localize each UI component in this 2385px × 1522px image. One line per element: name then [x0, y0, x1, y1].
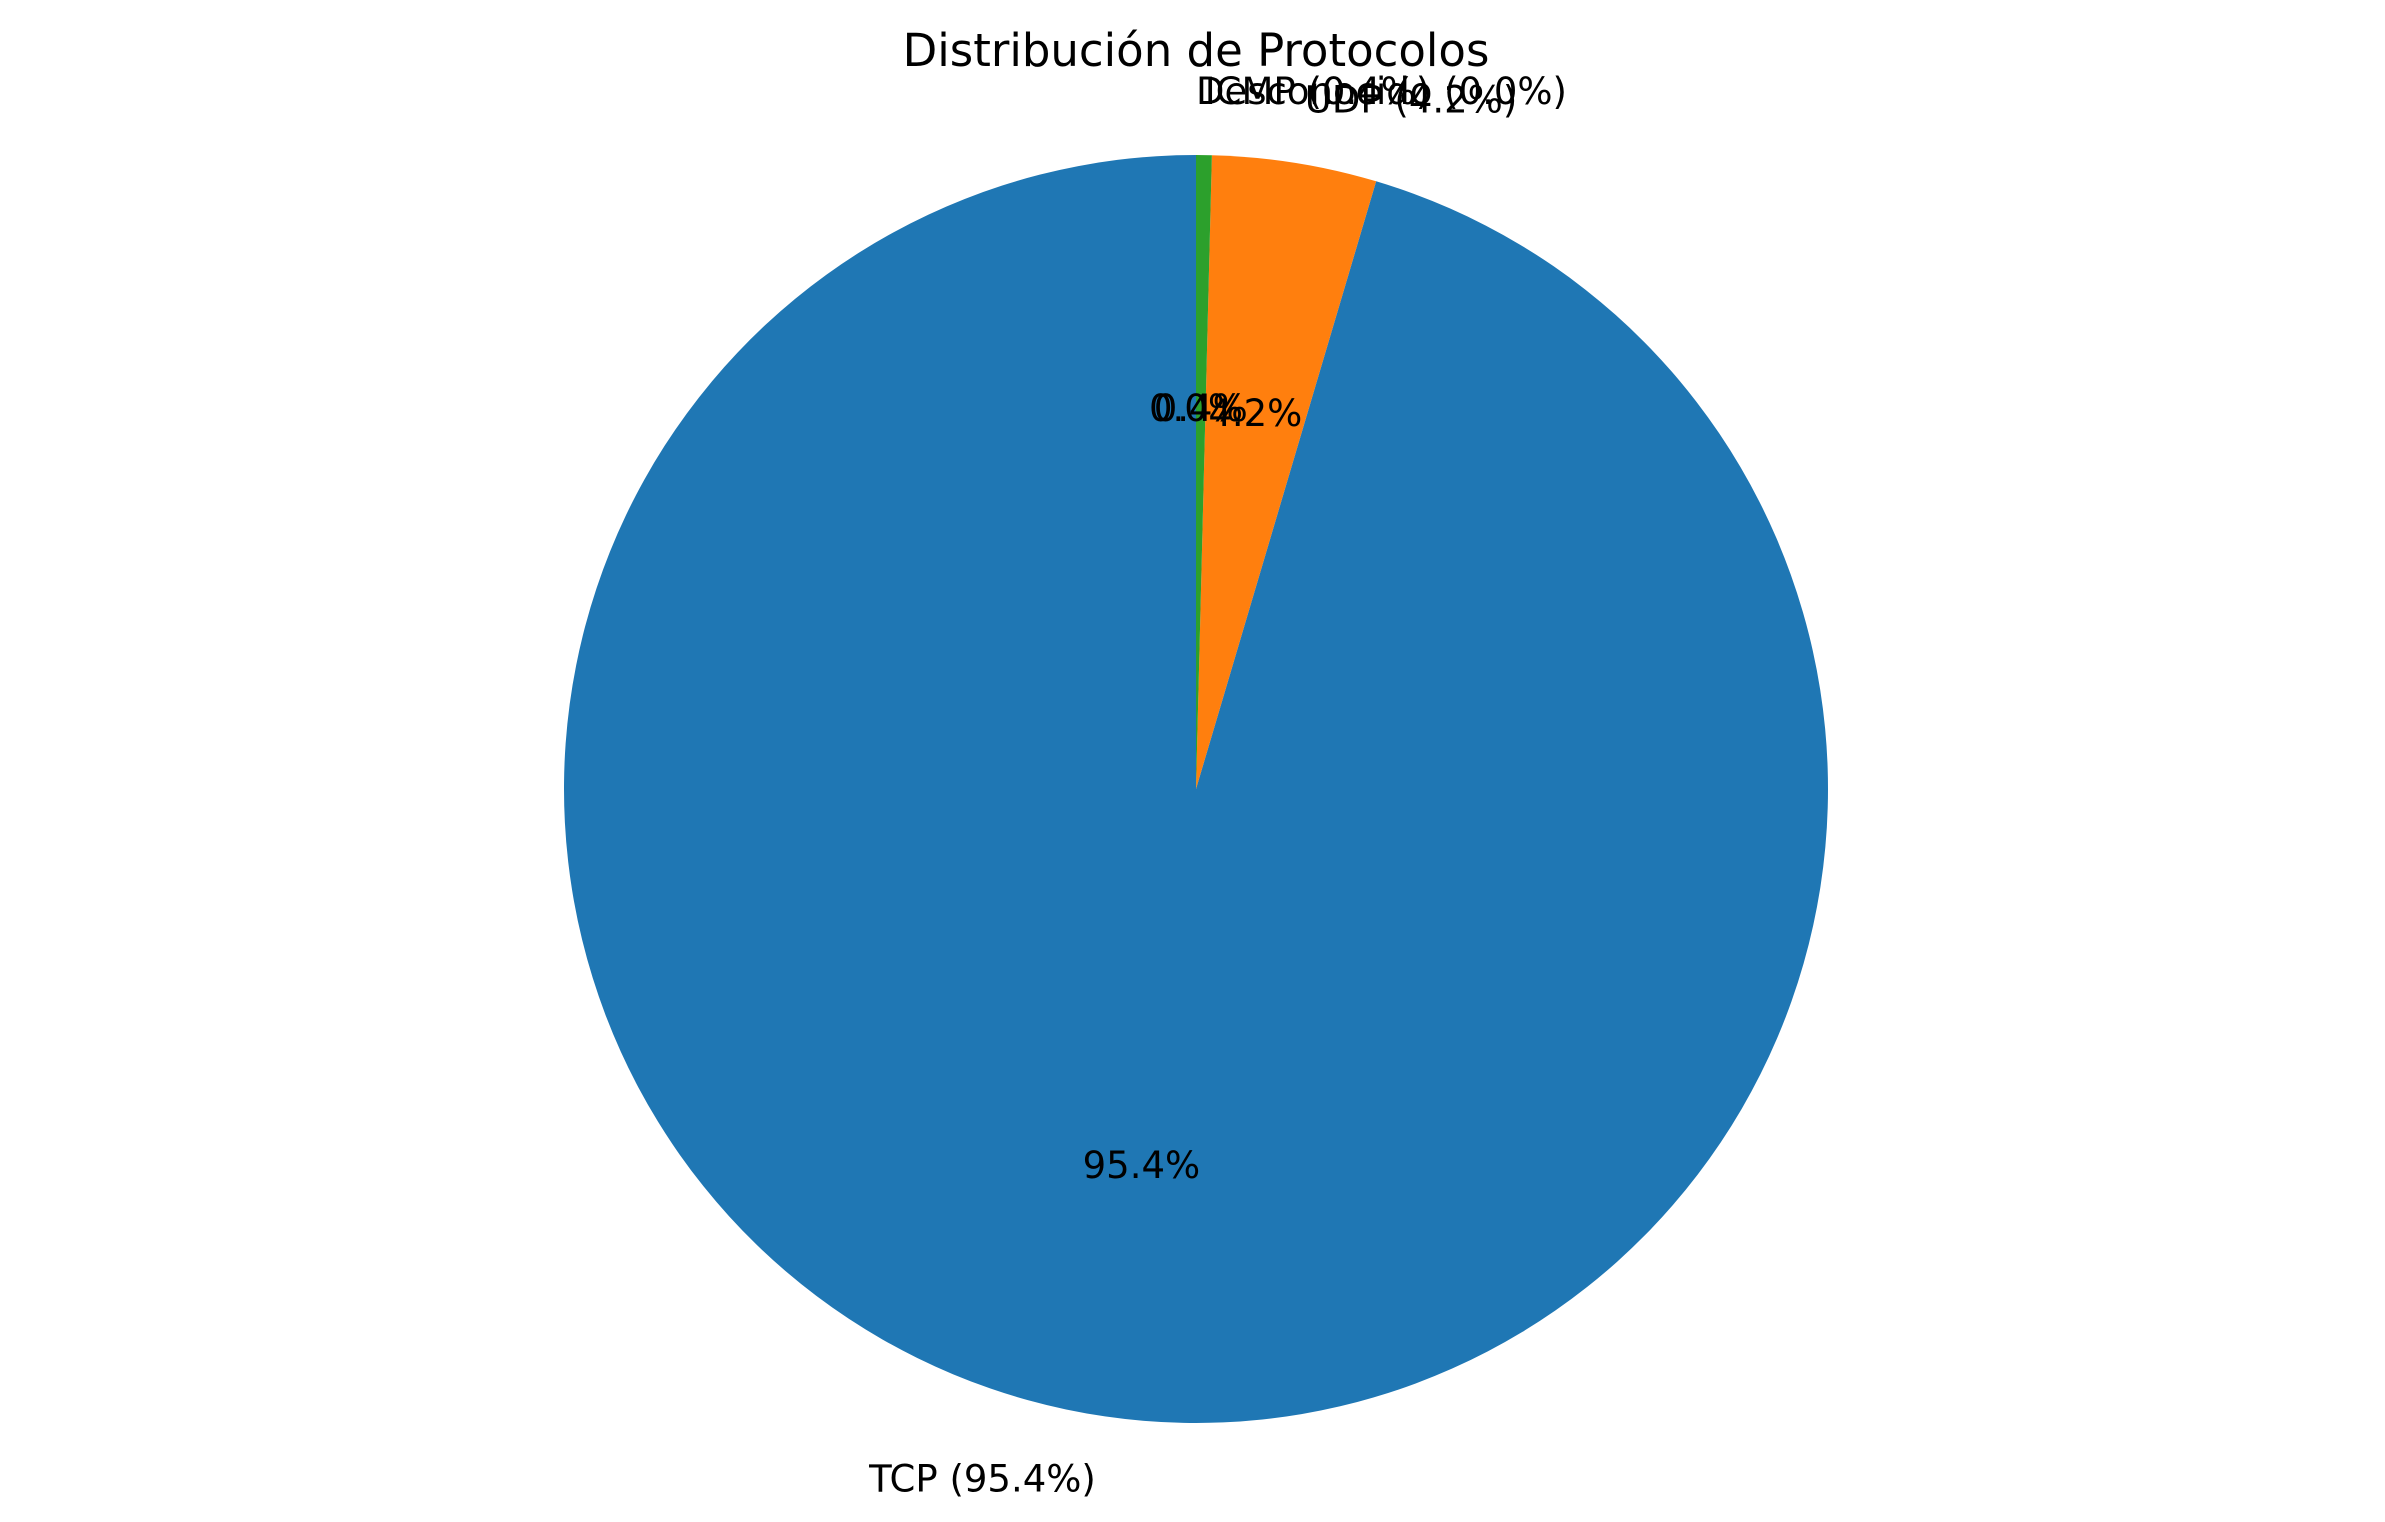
pct-label-tcp: 95.4% [1083, 1144, 1201, 1187]
pct-label-icmp: 0.4% [1154, 387, 1248, 430]
chart-title: Distribución de Protocolos [903, 24, 1490, 77]
slice-label-icmp: ICMP (0.4%) [1205, 70, 1431, 113]
pie-slice-tcp [564, 155, 1828, 1424]
pct-label-desconocido: 0.0% [1149, 387, 1243, 430]
pie-slices [564, 155, 1828, 1424]
slice-label-udp: UDP (4.2%) [1305, 79, 1518, 122]
pct-label-udp: 4.2% [1208, 392, 1302, 435]
slice-label-desconocido: Desconocido (0.0%) [1196, 70, 1567, 113]
pie-labels: TCP (95.4%) 95.4% UDP (4.2%) 4.2% ICMP (0.4%… [868, 70, 1567, 1501]
pie-slice-icmp [1196, 155, 1212, 789]
slice-label-tcp: TCP (95.4%) [868, 1458, 1096, 1501]
pie-slice-udp [1196, 155, 1377, 790]
